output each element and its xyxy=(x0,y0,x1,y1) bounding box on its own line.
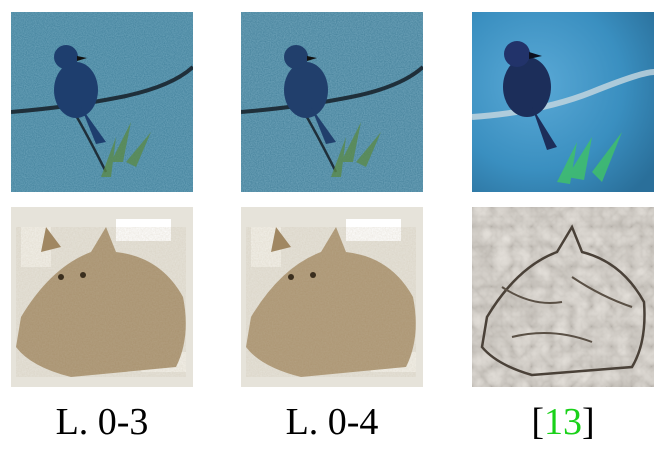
caption-l03-text: L. 0-3 xyxy=(55,401,149,443)
cat-image-l04 xyxy=(241,207,423,387)
cat-image-l03 xyxy=(11,207,193,387)
citation-bracket-open: [ xyxy=(531,401,544,443)
cat-image-ref13 xyxy=(472,207,654,387)
caption-ref13: [13] xyxy=(472,400,654,444)
bird-image-l03 xyxy=(11,12,193,192)
caption-l04: L. 0-4 xyxy=(241,400,423,444)
citation-link[interactable]: 13 xyxy=(544,401,582,443)
caption-l03: L. 0-3 xyxy=(11,400,193,444)
citation-bracket-close: ] xyxy=(582,401,595,443)
bird-image-ref13 xyxy=(472,12,654,192)
caption-l04-text: L. 0-4 xyxy=(285,401,379,443)
bird-image-l04 xyxy=(241,12,423,192)
